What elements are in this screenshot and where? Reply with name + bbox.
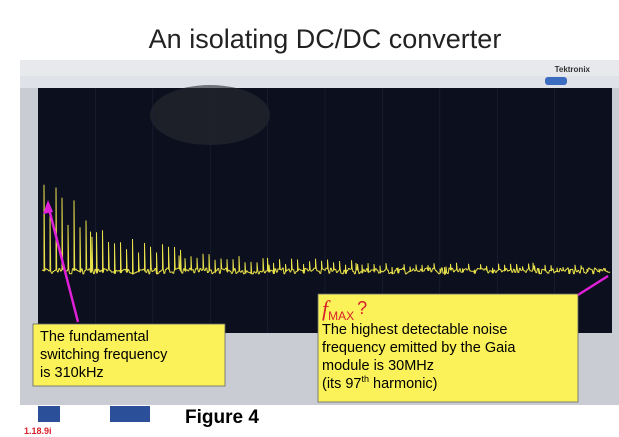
callout-text: frequency emitted by the Gaia — [322, 340, 516, 356]
corner-note: 1.18.9i — [24, 426, 52, 436]
callout-text: is 310kHz — [40, 365, 104, 381]
caption: Figure 4 — [185, 407, 259, 428]
slide-title: An isolating DC/DC converter — [149, 24, 502, 54]
toolbar — [20, 60, 619, 76]
deco-block — [38, 406, 60, 422]
callout-text: (its 97th harmonic) — [322, 374, 438, 392]
callout-text: module is 30MHz — [322, 358, 434, 374]
callout-text: The highest detectable noise — [322, 322, 507, 338]
slide: An isolating DC/DC converter Tektronix T… — [0, 0, 619, 437]
brand: Tektronix — [555, 65, 591, 74]
toolbar-sub — [20, 76, 619, 88]
callout-text: switching frequency — [40, 347, 168, 363]
callout-text: The fundamental — [40, 329, 149, 345]
button — [545, 77, 567, 85]
deco-block — [110, 406, 150, 422]
footer — [0, 405, 619, 437]
